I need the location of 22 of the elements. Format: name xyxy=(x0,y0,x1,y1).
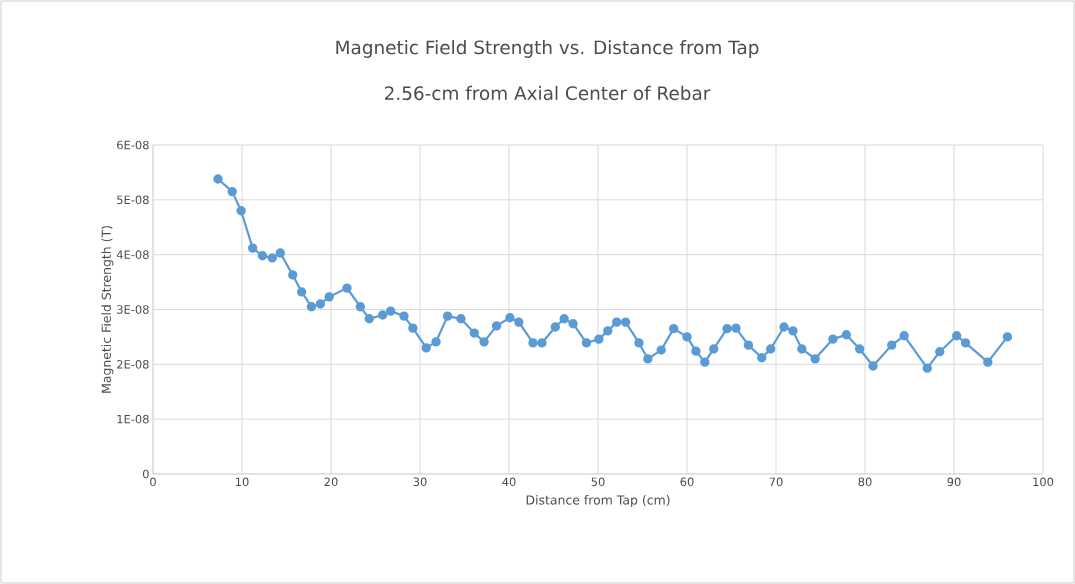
x-axis-title: Distance from Tap (cm) xyxy=(526,495,670,508)
y-tick-label: 4E-08 xyxy=(116,250,149,259)
x-tick-label: 60 xyxy=(680,477,694,487)
y-axis-title: Magnetic Field Strength (T) xyxy=(101,226,114,393)
chart-subtitle: 2.56-cm from Axial Center of Rebar xyxy=(385,85,711,101)
x-tick-label: 100 xyxy=(1033,477,1054,487)
y-tick-label: 3E-08 xyxy=(117,305,149,314)
x-tick-label: 50 xyxy=(591,477,605,487)
y-tick-label: 1E-08 xyxy=(117,414,149,424)
x-tick-label: 10 xyxy=(235,477,249,487)
y-tick-label: 0 xyxy=(142,469,149,479)
chart-title: Magnetic Field Strength vs. Distance from Tap xyxy=(336,40,759,58)
x-tick-label: 90 xyxy=(947,477,961,487)
x-tick-label: 40 xyxy=(502,477,516,487)
x-tick-label: 0 xyxy=(150,477,156,487)
x-tick-label: 20 xyxy=(324,477,338,487)
x-tick-label: 30 xyxy=(413,477,427,487)
y-tick-label: 5E-08 xyxy=(117,195,149,205)
y-tick-label: 6E-08 xyxy=(117,140,149,150)
y-tick-label: 2E-08 xyxy=(117,359,149,369)
x-tick-label: 80 xyxy=(858,477,872,487)
x-tick-label: 70 xyxy=(769,477,783,487)
